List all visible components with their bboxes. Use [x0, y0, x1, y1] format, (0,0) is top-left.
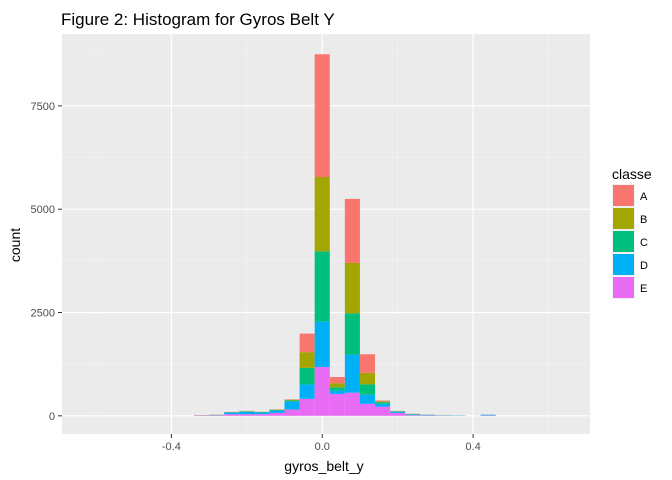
bar-segment-d [390, 411, 406, 413]
legend-label-d: D [640, 260, 648, 272]
bar-segment-e [284, 409, 300, 416]
legend-label-a: A [640, 191, 648, 203]
bar-segment-d [224, 412, 240, 415]
legend-key-b [613, 208, 634, 229]
bar-segment-e [254, 414, 270, 416]
bar-segment-d [269, 410, 285, 413]
bar-segment-b [284, 399, 300, 401]
bar-segment-c [329, 387, 345, 391]
x-tick-label: 0.4 [465, 441, 480, 453]
bar-segment-d [375, 403, 391, 407]
legend-key-a [613, 185, 634, 206]
bar-segment-d [254, 412, 270, 415]
bar-segment-c [314, 251, 330, 322]
bars [194, 54, 496, 416]
bar-segment-c [284, 400, 300, 402]
bar-segment-b [344, 262, 360, 314]
bar-segment-e [405, 415, 421, 416]
legend-key-d [613, 254, 634, 275]
bar-segment-a [314, 54, 330, 177]
bar-segment-e [239, 414, 255, 416]
bar-segment-e [375, 406, 391, 416]
bar-segment-d [359, 394, 376, 404]
bar-segment-a [359, 354, 376, 373]
x-tick-label: 0.0 [315, 441, 330, 453]
bar-segment-e [344, 392, 360, 416]
bar-segment-e [390, 412, 406, 416]
legend-key-e [613, 277, 634, 298]
x-axis: -0.4 0.0 0.4 [162, 434, 481, 453]
bar-segment-d [405, 414, 421, 416]
bar-segment-c [359, 384, 376, 395]
y-axis: 0 2500 5000 7500 [31, 101, 62, 423]
bar-segment-b [299, 352, 315, 368]
y-axis-title: count [7, 228, 23, 262]
y-tick-label: 5000 [31, 204, 55, 216]
bar-segment-e [359, 403, 376, 416]
bar-segment-e [329, 393, 345, 416]
y-tick-label: 2500 [31, 308, 55, 320]
bar-segment-b [329, 383, 345, 388]
bar-segment-d [329, 390, 345, 394]
legend-label-b: B [640, 214, 647, 226]
bar-segment-b [314, 176, 330, 252]
bar-segment-d [314, 321, 330, 368]
bar-segment-a [344, 198, 360, 263]
y-tick-label: 7500 [31, 101, 55, 113]
bar-segment-d [299, 384, 315, 399]
chart-title: Figure 2: Histogram for Gyros Belt Y [61, 10, 335, 29]
bar-segment-c [375, 402, 391, 404]
bar-segment-e [314, 367, 330, 416]
bar-segment-d [284, 401, 300, 410]
bar-segment-e [299, 398, 315, 416]
bar-segment-e [224, 414, 240, 416]
bar-segment-b [359, 372, 376, 385]
bar-segment-a [375, 400, 391, 402]
bar-segment-d [480, 414, 496, 416]
x-tick-label: -0.4 [162, 441, 181, 453]
bar-segment-a [329, 376, 345, 384]
bar-segment-e [269, 412, 285, 416]
bar-segment-d [344, 354, 360, 393]
bar-segment-c [344, 313, 360, 355]
bar-segment-b [375, 401, 391, 403]
bar-segment-d [239, 411, 255, 415]
x-axis-title: gyros_belt_y [284, 458, 363, 474]
bar-segment-c [299, 367, 315, 385]
legend-key-c [613, 231, 634, 252]
y-tick-label: 0 [49, 411, 55, 423]
bar-segment-a [299, 333, 315, 353]
legend-label-c: C [640, 237, 648, 249]
legend-label-e: E [640, 283, 647, 295]
legend-title: classe [612, 166, 652, 182]
